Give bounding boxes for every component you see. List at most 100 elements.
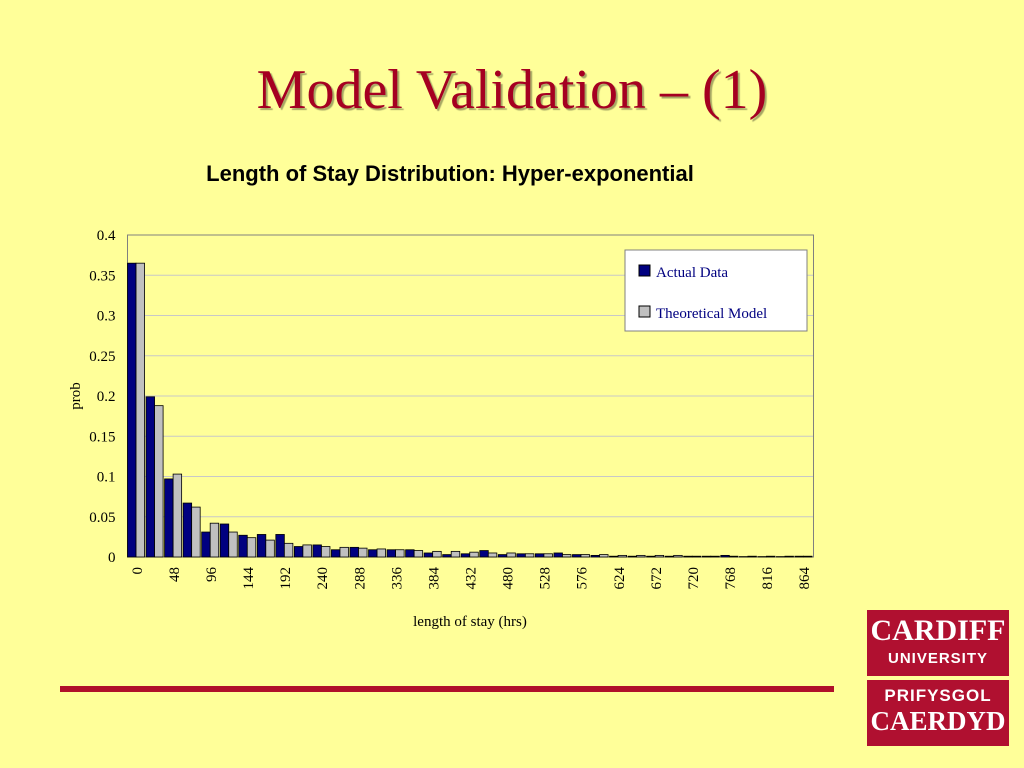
bar-actual	[590, 554, 600, 558]
bar-theoretical	[395, 549, 405, 558]
bar-theoretical	[358, 547, 368, 558]
bar-actual	[423, 552, 434, 558]
bar-theoretical	[580, 554, 590, 558]
legend-label-theoretical: Theoretical Model	[656, 306, 767, 322]
bar-actual	[701, 555, 712, 558]
logo-prifysgol-text: PRIFYSGOL	[884, 686, 992, 705]
slide-title: Model Validation – (1)	[256, 59, 768, 121]
bar-actual	[201, 531, 211, 558]
x-axis-label: length of stay (hrs)	[413, 614, 527, 630]
legend-swatch-theoretical	[638, 305, 651, 318]
bar-actual	[275, 534, 285, 558]
x-tick-label: 144	[241, 567, 257, 590]
bar-actual	[534, 553, 545, 558]
y-axis-label: prob	[68, 382, 84, 410]
bar-actual	[479, 550, 489, 558]
bar-theoretical	[710, 555, 720, 558]
bar-theoretical	[524, 553, 535, 558]
bar-actual	[405, 549, 415, 558]
legend-box	[624, 249, 808, 332]
x-tick-label: 288	[352, 567, 368, 590]
bar-series	[127, 262, 813, 558]
bar-theoretical	[728, 555, 739, 558]
bar-theoretical	[302, 544, 312, 558]
bar-theoretical	[654, 554, 665, 558]
bar-theoretical	[766, 555, 776, 558]
x-tick-label: 672	[649, 567, 665, 590]
x-tick-label: 480	[501, 567, 517, 590]
y-tick-label: 0	[108, 550, 116, 566]
legend-swatch-actual	[638, 264, 651, 277]
bar-actual	[794, 555, 804, 558]
bar-actual	[256, 534, 267, 558]
bar-actual	[238, 534, 248, 558]
chart-title: Length of Stay Distribution: Hyper-expon…	[206, 161, 694, 186]
bar-theoretical	[673, 554, 683, 558]
bar-theoretical	[413, 550, 424, 558]
bar-actual	[368, 549, 378, 558]
y-tick-label: 0.4	[97, 228, 116, 244]
bar-actual	[182, 502, 193, 558]
bar-theoretical	[506, 552, 516, 558]
bar-theoretical	[562, 554, 572, 558]
bar-theoretical	[154, 405, 164, 558]
y-tick-label: 0.25	[89, 349, 115, 365]
bar-actual	[460, 553, 471, 558]
bar-actual	[720, 554, 730, 558]
bar-theoretical	[321, 546, 331, 558]
bar-theoretical	[191, 506, 201, 558]
x-tick-label: 864	[797, 567, 813, 590]
x-tick-label: 0	[130, 567, 146, 575]
bar-theoretical	[747, 555, 757, 558]
legend-label-actual: Actual Data	[656, 265, 728, 281]
bar-theoretical	[617, 554, 628, 558]
bar-theoretical	[172, 473, 183, 558]
y-tick-label: 0.15	[89, 429, 115, 445]
bar-theoretical	[376, 548, 386, 558]
bar-theoretical	[469, 551, 479, 558]
bar-actual	[312, 544, 322, 558]
bar-theoretical	[803, 555, 813, 558]
legend: Actual Data Theoretical Model	[624, 249, 808, 332]
divider-line	[60, 686, 834, 692]
y-tick-label: 0.05	[89, 510, 115, 526]
bar-theoretical	[432, 550, 442, 558]
x-tick-label: 816	[760, 567, 776, 590]
bar-theoretical	[543, 553, 553, 558]
bar-actual	[627, 555, 638, 558]
y-tick-label: 0.3	[97, 309, 116, 325]
x-tick-label: 192	[278, 567, 294, 590]
bar-actual	[516, 553, 526, 558]
bar-theoretical	[339, 546, 349, 558]
y-tick-label: 0.1	[97, 470, 116, 486]
x-tick-label: 336	[389, 567, 405, 590]
bar-actual	[553, 552, 563, 558]
bar-actual	[349, 546, 359, 558]
bar-actual	[442, 554, 452, 558]
bar-actual	[497, 554, 508, 558]
bar-theoretical	[784, 555, 794, 558]
bar-actual	[572, 554, 582, 558]
cardiff-university-logo: CARDIFF UNIVERSITY	[867, 610, 1009, 676]
y-tick-label: 0.2	[97, 389, 116, 405]
bar-actual	[293, 546, 304, 558]
bar-theoretical	[636, 554, 646, 558]
bar-theoretical	[135, 262, 145, 558]
logo-caerdydd-text: CAERDYD	[870, 706, 1006, 736]
bar-theoretical	[599, 554, 609, 558]
bar-actual	[219, 523, 230, 558]
x-tick-label: 624	[612, 567, 628, 590]
x-tick-label: 432	[464, 567, 480, 590]
x-tick-label: 240	[315, 567, 331, 590]
prifysgol-caerdydd-logo: PRIFYSGOL CAERDYD	[867, 680, 1009, 746]
x-tick-label: 528	[538, 567, 554, 590]
bar-theoretical	[246, 537, 257, 558]
bar-theoretical	[209, 522, 220, 558]
bar-theoretical	[228, 531, 238, 558]
x-tick-label: 720	[686, 567, 702, 590]
x-tick-label: 768	[723, 567, 739, 590]
bar-theoretical	[265, 539, 275, 558]
bar-actual	[664, 555, 675, 558]
x-tick-label: 96	[204, 567, 220, 583]
